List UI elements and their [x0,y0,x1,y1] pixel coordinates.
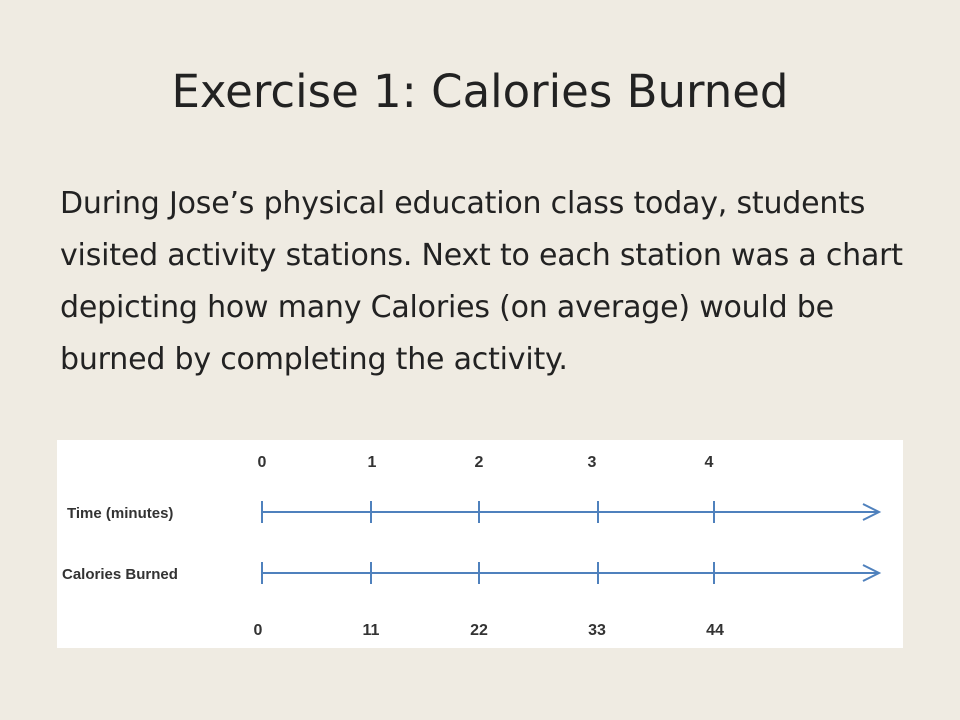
time-line-label: Time (minutes) [67,505,173,522]
calories-line-label: Calories Burned [62,566,178,583]
calories-tick-label: 11 [363,622,380,639]
slide-title: Exercise 1: Calories Burned [171,65,789,118]
calories-tick-label: 33 [588,622,606,639]
double-number-line-diagram: 0 1 2 3 4 Time (minutes) Calories Burned [57,440,903,648]
calories-arrow-head [862,564,882,582]
calories-number-line [261,562,882,584]
time-tick-label: 0 [258,454,267,471]
calories-tick-label: 0 [254,622,263,639]
slide-body-text: During Jose’s physical education class t… [60,186,903,377]
time-tick-label: 3 [588,454,597,471]
time-arrow-head [862,503,882,521]
time-tick-label: 1 [368,454,377,471]
time-tick-label: 2 [475,454,484,471]
time-tick-label: 4 [705,454,714,471]
calories-tick-label: 44 [706,622,724,639]
calories-tick-label: 22 [470,622,488,639]
time-number-line [261,501,882,523]
number-line-canvas: 0 1 2 3 4 Time (minutes) Calories Burned [62,454,882,639]
